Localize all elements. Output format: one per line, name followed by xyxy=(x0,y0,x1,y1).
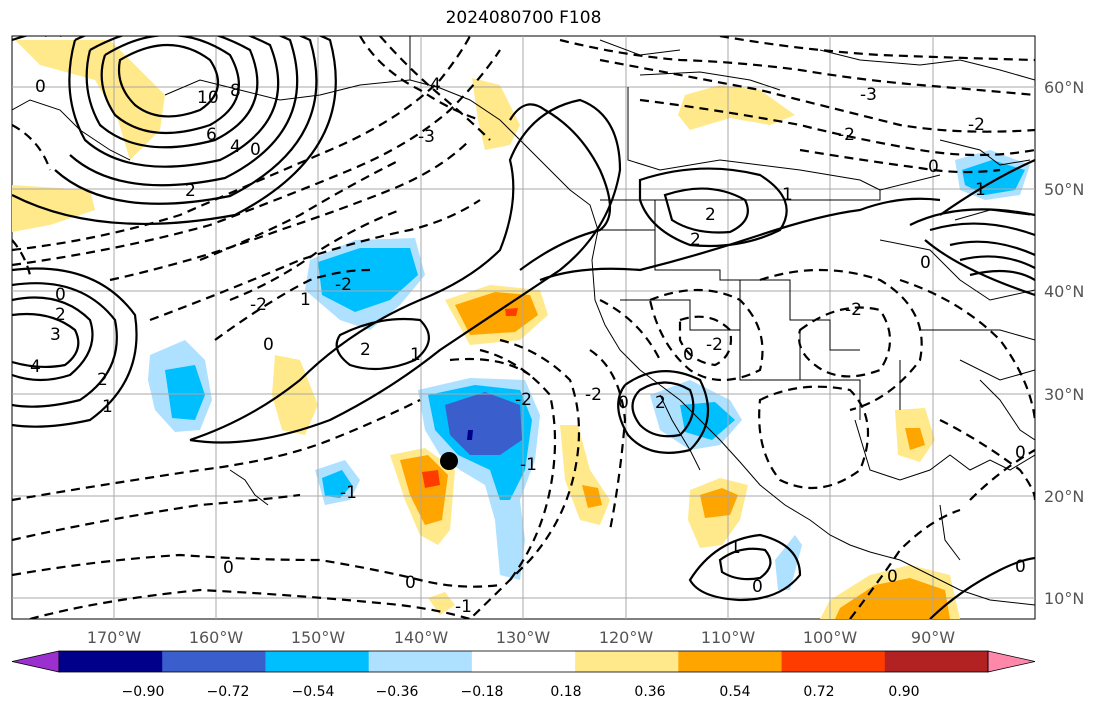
colorbar-tick-label: −0.36 xyxy=(376,684,419,700)
colorbar-tick-label: −0.72 xyxy=(207,684,250,700)
contour-label: 1 xyxy=(102,397,113,417)
contours-dashed xyxy=(12,36,1035,619)
contour-label: 2 xyxy=(185,181,196,201)
contour-label: 0 xyxy=(250,140,261,160)
colorbar-segment xyxy=(265,651,370,672)
contour-label: 0 xyxy=(887,567,898,587)
contour-label: 6 xyxy=(206,125,217,145)
contour-label: 2 xyxy=(655,393,666,413)
colorbar-tick-label: 0.18 xyxy=(550,684,581,700)
contour-label: 4 xyxy=(430,75,441,95)
latitude-labels: 60°N 50°N 40°N 30°N 20°N 10°N xyxy=(1044,78,1084,608)
colorbar-tick-label: −0.18 xyxy=(461,684,504,700)
contour-label: -2 xyxy=(706,335,723,355)
lat-label: 60°N xyxy=(1044,78,1084,97)
contour-label: -3 xyxy=(418,127,435,147)
colorbar-extend-high xyxy=(987,650,1036,673)
contour-label: 1 xyxy=(730,538,741,558)
lon-label: 120°W xyxy=(599,628,654,647)
colorbar-tick-label: 0.90 xyxy=(888,684,919,700)
contour-label: 4 xyxy=(230,137,241,157)
longitude-labels: 170°W 160°W 150°W 140°W 130°W 120°W 110°… xyxy=(87,628,955,647)
lat-label: 50°N xyxy=(1044,180,1084,199)
contour-label: 0 xyxy=(1015,443,1026,463)
lon-label: 110°W xyxy=(701,628,756,647)
lon-label: 90°W xyxy=(911,628,955,647)
contour-label: 0 xyxy=(405,573,416,593)
colorbar-tick-label: −0.90 xyxy=(122,684,165,700)
contour-label: 0 xyxy=(263,335,274,355)
contour-label: 0 xyxy=(55,285,66,305)
contour-label: -2 xyxy=(968,115,985,135)
colorbar-tick-label: 0.54 xyxy=(719,684,750,700)
contour-label: 0 xyxy=(223,558,234,578)
lat-label: 40°N xyxy=(1044,282,1084,301)
contour-label: 2 xyxy=(690,230,701,250)
contour-labels: 10 8 6 4 0 2 0 0 2 3 4 2 1 -2 1 -2 0 2 1… xyxy=(30,75,1026,617)
contour-label: -1 xyxy=(520,455,537,475)
colorbar-labels: −0.90 −0.72 −0.54 −0.36 −0.18 0.18 0.36 … xyxy=(122,684,920,700)
contour-label: 0 xyxy=(752,577,763,597)
contour-label: -3 xyxy=(860,85,877,105)
contour-label: -1 xyxy=(455,597,472,617)
contour-label: 10 xyxy=(197,88,219,108)
contour-label: 0 xyxy=(1015,557,1026,577)
lon-label: 160°W xyxy=(189,628,244,647)
storm-center-marker xyxy=(440,452,458,470)
colorbar-outline xyxy=(58,650,989,673)
contour-label: 1 xyxy=(300,290,311,310)
colorbar-tick-label: 0.36 xyxy=(634,684,665,700)
colorbar-tick-label: −0.54 xyxy=(292,684,335,700)
colorbar-segment xyxy=(884,651,989,672)
colorbar-tick-label: 0.72 xyxy=(803,684,834,700)
contour-label: -2 xyxy=(515,390,532,410)
lon-label: 170°W xyxy=(87,628,142,647)
contour-label: 2 xyxy=(97,370,108,390)
colorbar-segment xyxy=(471,651,576,672)
contour-label: 3 xyxy=(50,325,61,345)
anomaly-shading xyxy=(12,40,1030,619)
colorbar-segment xyxy=(368,651,473,672)
colorbar-segment xyxy=(678,651,783,672)
contour-label: 2 xyxy=(360,340,371,360)
contour-label: 1 xyxy=(410,345,421,365)
contour-label: 2 xyxy=(55,305,66,325)
graticule xyxy=(12,36,1035,619)
contour-label: 0 xyxy=(683,345,694,365)
lon-label: 150°W xyxy=(291,628,346,647)
contour-label: -2 xyxy=(250,295,267,315)
colorbar xyxy=(11,650,1036,673)
contour-label: 8 xyxy=(230,81,241,101)
contour-label: 2 xyxy=(705,205,716,225)
contour-label: -1 xyxy=(340,483,357,503)
colorbar-segment xyxy=(575,651,679,672)
lon-label: 100°W xyxy=(803,628,858,647)
contour-label: -2 xyxy=(335,275,352,295)
contour-label: -2 xyxy=(585,385,602,405)
contour-label: 0 xyxy=(928,157,939,177)
contour-label: 0 xyxy=(618,393,629,413)
colorbar-extend-low xyxy=(11,650,60,673)
contour-label: -2 xyxy=(845,300,862,320)
lat-label: 10°N xyxy=(1044,589,1084,608)
contour-label: 4 xyxy=(30,357,41,377)
colorbar-segment xyxy=(781,651,886,672)
colorbar-segment xyxy=(162,651,266,672)
lat-label: 20°N xyxy=(1044,487,1084,506)
lat-label: 30°N xyxy=(1044,385,1084,404)
lon-label: 140°W xyxy=(394,628,449,647)
contour-label: 0 xyxy=(35,77,46,97)
colorbar-segment xyxy=(59,651,163,672)
map-title: 2024080700 F108 xyxy=(445,8,602,28)
lon-label: 130°W xyxy=(496,628,551,647)
contour-label: -2 xyxy=(838,125,855,145)
contours-solid xyxy=(12,36,1035,619)
contour-label: 1 xyxy=(975,180,986,200)
contour-label: 0 xyxy=(920,253,931,273)
contour-label: 1 xyxy=(782,185,793,205)
